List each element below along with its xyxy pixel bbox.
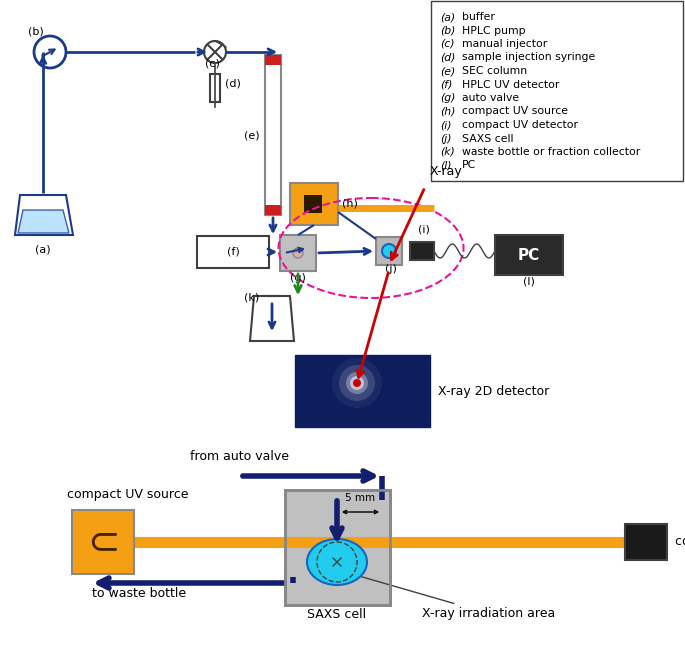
Text: compact UV source: compact UV source [67, 488, 188, 501]
Text: (d): (d) [225, 79, 241, 89]
Text: manual injector: manual injector [462, 39, 547, 49]
Text: (k): (k) [440, 147, 455, 157]
Bar [265, 55, 281, 65]
Text: (l): (l) [523, 277, 535, 287]
Text: (g): (g) [290, 273, 306, 283]
FancyBboxPatch shape [197, 236, 269, 268]
Text: waste bottle or fraction collector: waste bottle or fraction collector [462, 147, 640, 157]
Text: SAXS cell: SAXS cell [308, 608, 366, 621]
Text: (b): (b) [440, 26, 456, 36]
Text: X-ray irradiation area: X-ray irradiation area [362, 577, 556, 620]
Text: (i): (i) [440, 120, 451, 130]
Circle shape [34, 36, 66, 68]
Polygon shape [18, 210, 69, 233]
Polygon shape [250, 296, 294, 341]
FancyBboxPatch shape [431, 1, 683, 181]
Circle shape [346, 372, 368, 394]
Text: (b): (b) [28, 26, 44, 36]
Text: (j): (j) [440, 134, 451, 143]
Text: (k): (k) [244, 293, 259, 303]
Bar [210, 74, 220, 102]
Ellipse shape [307, 539, 367, 585]
Circle shape [204, 41, 226, 63]
Circle shape [339, 365, 375, 401]
Circle shape [353, 379, 360, 387]
Circle shape [350, 376, 364, 390]
Bar [285, 490, 390, 605]
Bar [376, 237, 402, 265]
Text: (i): (i) [418, 225, 430, 235]
Bar [265, 205, 281, 215]
Bar [625, 524, 667, 560]
Text: (c): (c) [440, 39, 455, 49]
Circle shape [353, 379, 361, 387]
Text: (h): (h) [440, 106, 456, 116]
Text: (d): (d) [440, 52, 456, 63]
Text: sample injection syringe: sample injection syringe [462, 52, 595, 63]
Text: (h): (h) [342, 199, 358, 209]
Circle shape [382, 244, 396, 258]
Text: (f): (f) [440, 79, 452, 89]
Text: auto valve: auto valve [462, 93, 519, 103]
Text: SEC column: SEC column [462, 66, 527, 76]
Bar [295, 355, 430, 427]
Bar [290, 183, 338, 225]
Text: HPLC pump: HPLC pump [462, 26, 525, 36]
Text: PC: PC [462, 161, 476, 171]
Text: (e): (e) [245, 130, 260, 140]
Bar [285, 490, 390, 605]
Text: (f): (f) [227, 247, 239, 257]
Text: from auto valve: from auto valve [190, 450, 290, 463]
Text: 5 mm: 5 mm [345, 493, 375, 503]
Text: X-ray: X-ray [430, 165, 463, 178]
Circle shape [332, 358, 382, 408]
Circle shape [293, 248, 303, 258]
Text: buffer: buffer [462, 12, 495, 22]
Text: (a): (a) [35, 245, 51, 255]
Text: compact UV detector: compact UV detector [462, 120, 578, 130]
Text: compact UV detector: compact UV detector [675, 535, 685, 549]
Text: (a): (a) [440, 12, 455, 22]
Text: PC: PC [518, 247, 540, 262]
Text: HPLC UV detector: HPLC UV detector [462, 79, 560, 89]
Bar [72, 510, 134, 574]
Text: (g): (g) [440, 93, 456, 103]
Text: SAXS cell: SAXS cell [462, 134, 514, 143]
Text: (c): (c) [205, 59, 219, 69]
Bar [265, 55, 281, 215]
Bar [410, 242, 434, 260]
Text: (j): (j) [385, 264, 397, 274]
Text: compact UV source: compact UV source [462, 106, 568, 116]
Text: (l): (l) [440, 161, 451, 171]
Text: to waste bottle: to waste bottle [92, 587, 186, 600]
Bar [304, 195, 322, 213]
Bar [495, 235, 563, 275]
Text: X-ray 2D detector: X-ray 2D detector [438, 385, 549, 397]
Bar [280, 235, 316, 271]
Text: ⊂: ⊂ [87, 523, 119, 561]
Text: (e): (e) [440, 66, 456, 76]
Polygon shape [15, 195, 73, 235]
